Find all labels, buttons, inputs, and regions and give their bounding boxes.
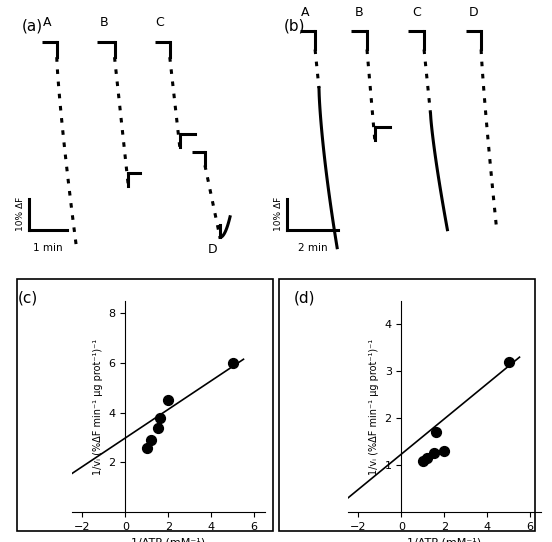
Point <box>423 454 432 462</box>
Y-axis label: 1/vᵢ (%ΔF min⁻¹ μg prot⁻¹)⁻¹: 1/vᵢ (%ΔF min⁻¹ μg prot⁻¹)⁻¹ <box>369 338 379 475</box>
Text: 10% ΔF: 10% ΔF <box>17 197 25 231</box>
Text: 10% ΔF: 10% ΔF <box>274 197 283 231</box>
Text: (a): (a) <box>22 18 43 34</box>
Text: 2 min: 2 min <box>298 243 327 253</box>
Text: C: C <box>412 5 421 18</box>
Text: A: A <box>43 16 51 29</box>
Text: D: D <box>208 243 217 255</box>
Point <box>142 443 151 452</box>
Text: D: D <box>469 5 478 18</box>
Point <box>431 428 440 437</box>
Point <box>440 447 449 455</box>
Text: B: B <box>355 5 364 18</box>
Text: (d): (d) <box>294 291 315 305</box>
Point <box>429 449 438 458</box>
X-axis label: 1/ATP (mM⁻¹): 1/ATP (mM⁻¹) <box>407 538 481 542</box>
Text: C: C <box>155 16 164 29</box>
Text: (b): (b) <box>284 18 305 34</box>
Text: (c): (c) <box>18 291 38 305</box>
Text: 1 min: 1 min <box>33 243 63 253</box>
Point <box>164 396 173 405</box>
Point <box>155 414 164 422</box>
Point <box>147 436 156 444</box>
Y-axis label: 1/vᵢ (%ΔF min⁻¹ μg prot⁻¹)⁻¹: 1/vᵢ (%ΔF min⁻¹ μg prot⁻¹)⁻¹ <box>93 338 103 475</box>
Point <box>418 456 427 465</box>
Point <box>229 359 237 367</box>
Point <box>153 423 162 432</box>
Text: B: B <box>100 16 109 29</box>
X-axis label: 1/ATP (mM⁻¹): 1/ATP (mM⁻¹) <box>131 538 205 542</box>
Point <box>505 358 513 366</box>
Text: A: A <box>300 5 309 18</box>
